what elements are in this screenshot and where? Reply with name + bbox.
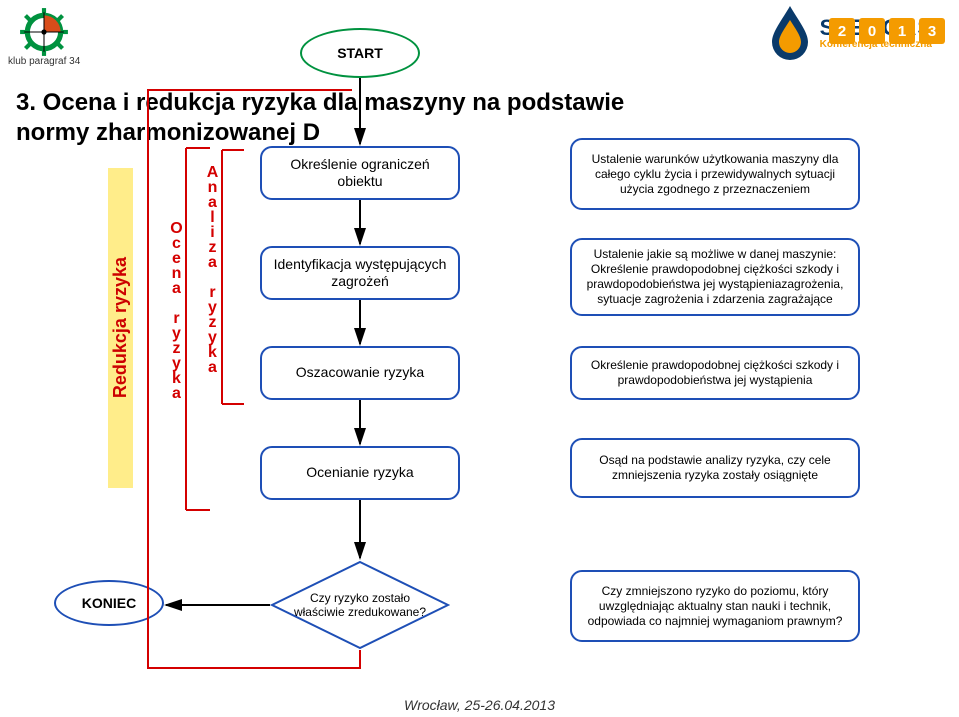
footer-text: Wrocław, 25-26.04.2013	[0, 697, 959, 713]
left-logo-text: klub paragraf 34	[8, 56, 80, 67]
reduction-label: Redukcja ryzyka	[110, 257, 131, 398]
decision-label: Czy ryzyko zostało właściwie zredukowane…	[270, 560, 450, 650]
decision-node: Czy ryzyko zostało właściwie zredukowane…	[270, 560, 450, 650]
process-estimate: Oszacowanie ryzyka	[260, 346, 460, 400]
desc-estimate: Określenie prawdopodobnej ciężkości szko…	[570, 346, 860, 400]
ocena-label: Ocena ryzyka	[168, 220, 184, 400]
year-row: 2 0 1 3	[829, 18, 945, 44]
page-title: 3. Ocena i redukcja ryzyka dla maszyny n…	[16, 88, 636, 148]
process-hazards: Identyfikacja występujących zagrożeń	[260, 246, 460, 300]
analiza-label: Analiza ryzyka	[204, 164, 220, 374]
desc-limits: Ustalenie warunków użytkowania maszyny d…	[570, 138, 860, 210]
desc-evaluate: Osąd na podstawie analizy ryzyka, czy ce…	[570, 438, 860, 498]
end-node: KONIEC	[54, 580, 164, 626]
desc-final: Czy zmniejszono ryzyko do poziomu, który…	[570, 570, 860, 642]
y1: 2	[829, 18, 855, 44]
left-logo: klub paragraf 34	[8, 6, 80, 67]
reduction-band: Redukcja ryzyka	[108, 168, 133, 488]
gear-icon	[18, 6, 70, 58]
start-node: START	[300, 28, 420, 78]
desc-hazards: Ustalenie jakie są możliwe w danej maszy…	[570, 238, 860, 316]
drop-icon	[768, 4, 812, 60]
process-limits: Określenie ograniczeń obiektu	[260, 146, 460, 200]
y2: 0	[859, 18, 885, 44]
y4: 3	[919, 18, 945, 44]
process-evaluate: Ocenianie ryzyka	[260, 446, 460, 500]
y3: 1	[889, 18, 915, 44]
